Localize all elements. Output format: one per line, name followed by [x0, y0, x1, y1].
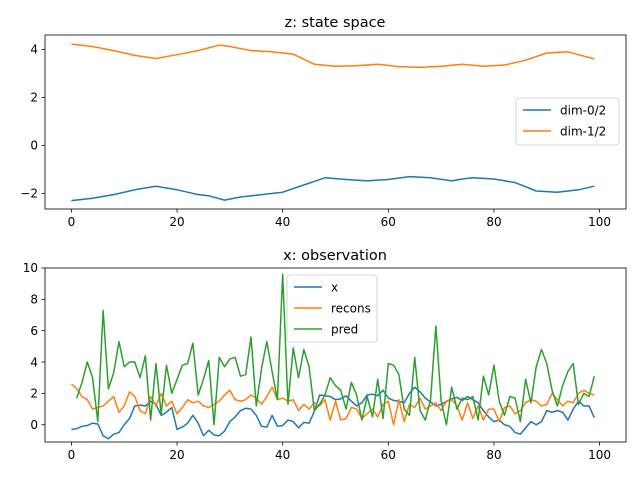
series-line-dim-1-2 [71, 43, 595, 69]
x-tick-label: 20 [169, 215, 184, 229]
legend: dim-0/2 dim-1/2 [515, 97, 620, 146]
legend-label: dim-1/2 [560, 124, 606, 138]
y-tick-label: 0 [30, 139, 38, 153]
plot-area-observation: 0 20 40 60 80 100 0 2 4 6 8 10 x recons pred [23, 261, 627, 462]
subplot-title-state-space: z: state space [285, 15, 386, 31]
x-tick-label: 100 [588, 448, 611, 462]
legend-label: x [331, 280, 338, 294]
x-tick-label: 60 [381, 448, 396, 462]
y-tick-label: 8 [30, 293, 38, 307]
y-tick-label: 4 [30, 43, 38, 57]
axes-frame [44, 34, 627, 210]
y-tick-label: 2 [30, 387, 38, 401]
legend-label: pred [331, 322, 358, 336]
x-tick-label: 0 [68, 448, 76, 462]
legend-label: recons [331, 301, 371, 315]
subplot-observation: x: observation 0 20 40 60 80 100 0 2 4 6 8 10 x recon… [23, 248, 627, 462]
axes-frame [44, 267, 627, 443]
subplot-title-observation: x: observation [283, 248, 387, 264]
y-tick-label: 10 [23, 261, 38, 275]
x-tick-label: 80 [486, 448, 501, 462]
plot-area-state-space: 0 20 40 60 80 100 −2 0 2 4 dim-0/2 dim-1/2 [20, 34, 627, 229]
legend-label: dim-0/2 [560, 103, 606, 117]
legend-box [286, 274, 378, 343]
y-tick-label: −2 [20, 187, 38, 201]
x-tick-label: 60 [381, 215, 396, 229]
legend: x recons pred [286, 274, 378, 343]
x-tick-label: 100 [588, 215, 611, 229]
series-line-dim-0-2 [71, 175, 595, 202]
y-tick-label: 0 [30, 418, 38, 432]
y-tick-label: 6 [30, 324, 38, 338]
x-tick-label: 80 [486, 215, 501, 229]
x-tick-label: 20 [169, 448, 184, 462]
series-line-x [71, 386, 595, 440]
y-tick-label: 2 [30, 91, 38, 105]
x-tick-label: 40 [275, 215, 290, 229]
x-tick-label: 40 [275, 448, 290, 462]
series-line-pred [75, 273, 596, 426]
subplot-state-space: z: state space 0 20 40 60 80 100−2024dim-0/2d… [20, 15, 627, 229]
x-tick-label: 0 [68, 215, 76, 229]
y-tick-label: 4 [30, 355, 38, 369]
